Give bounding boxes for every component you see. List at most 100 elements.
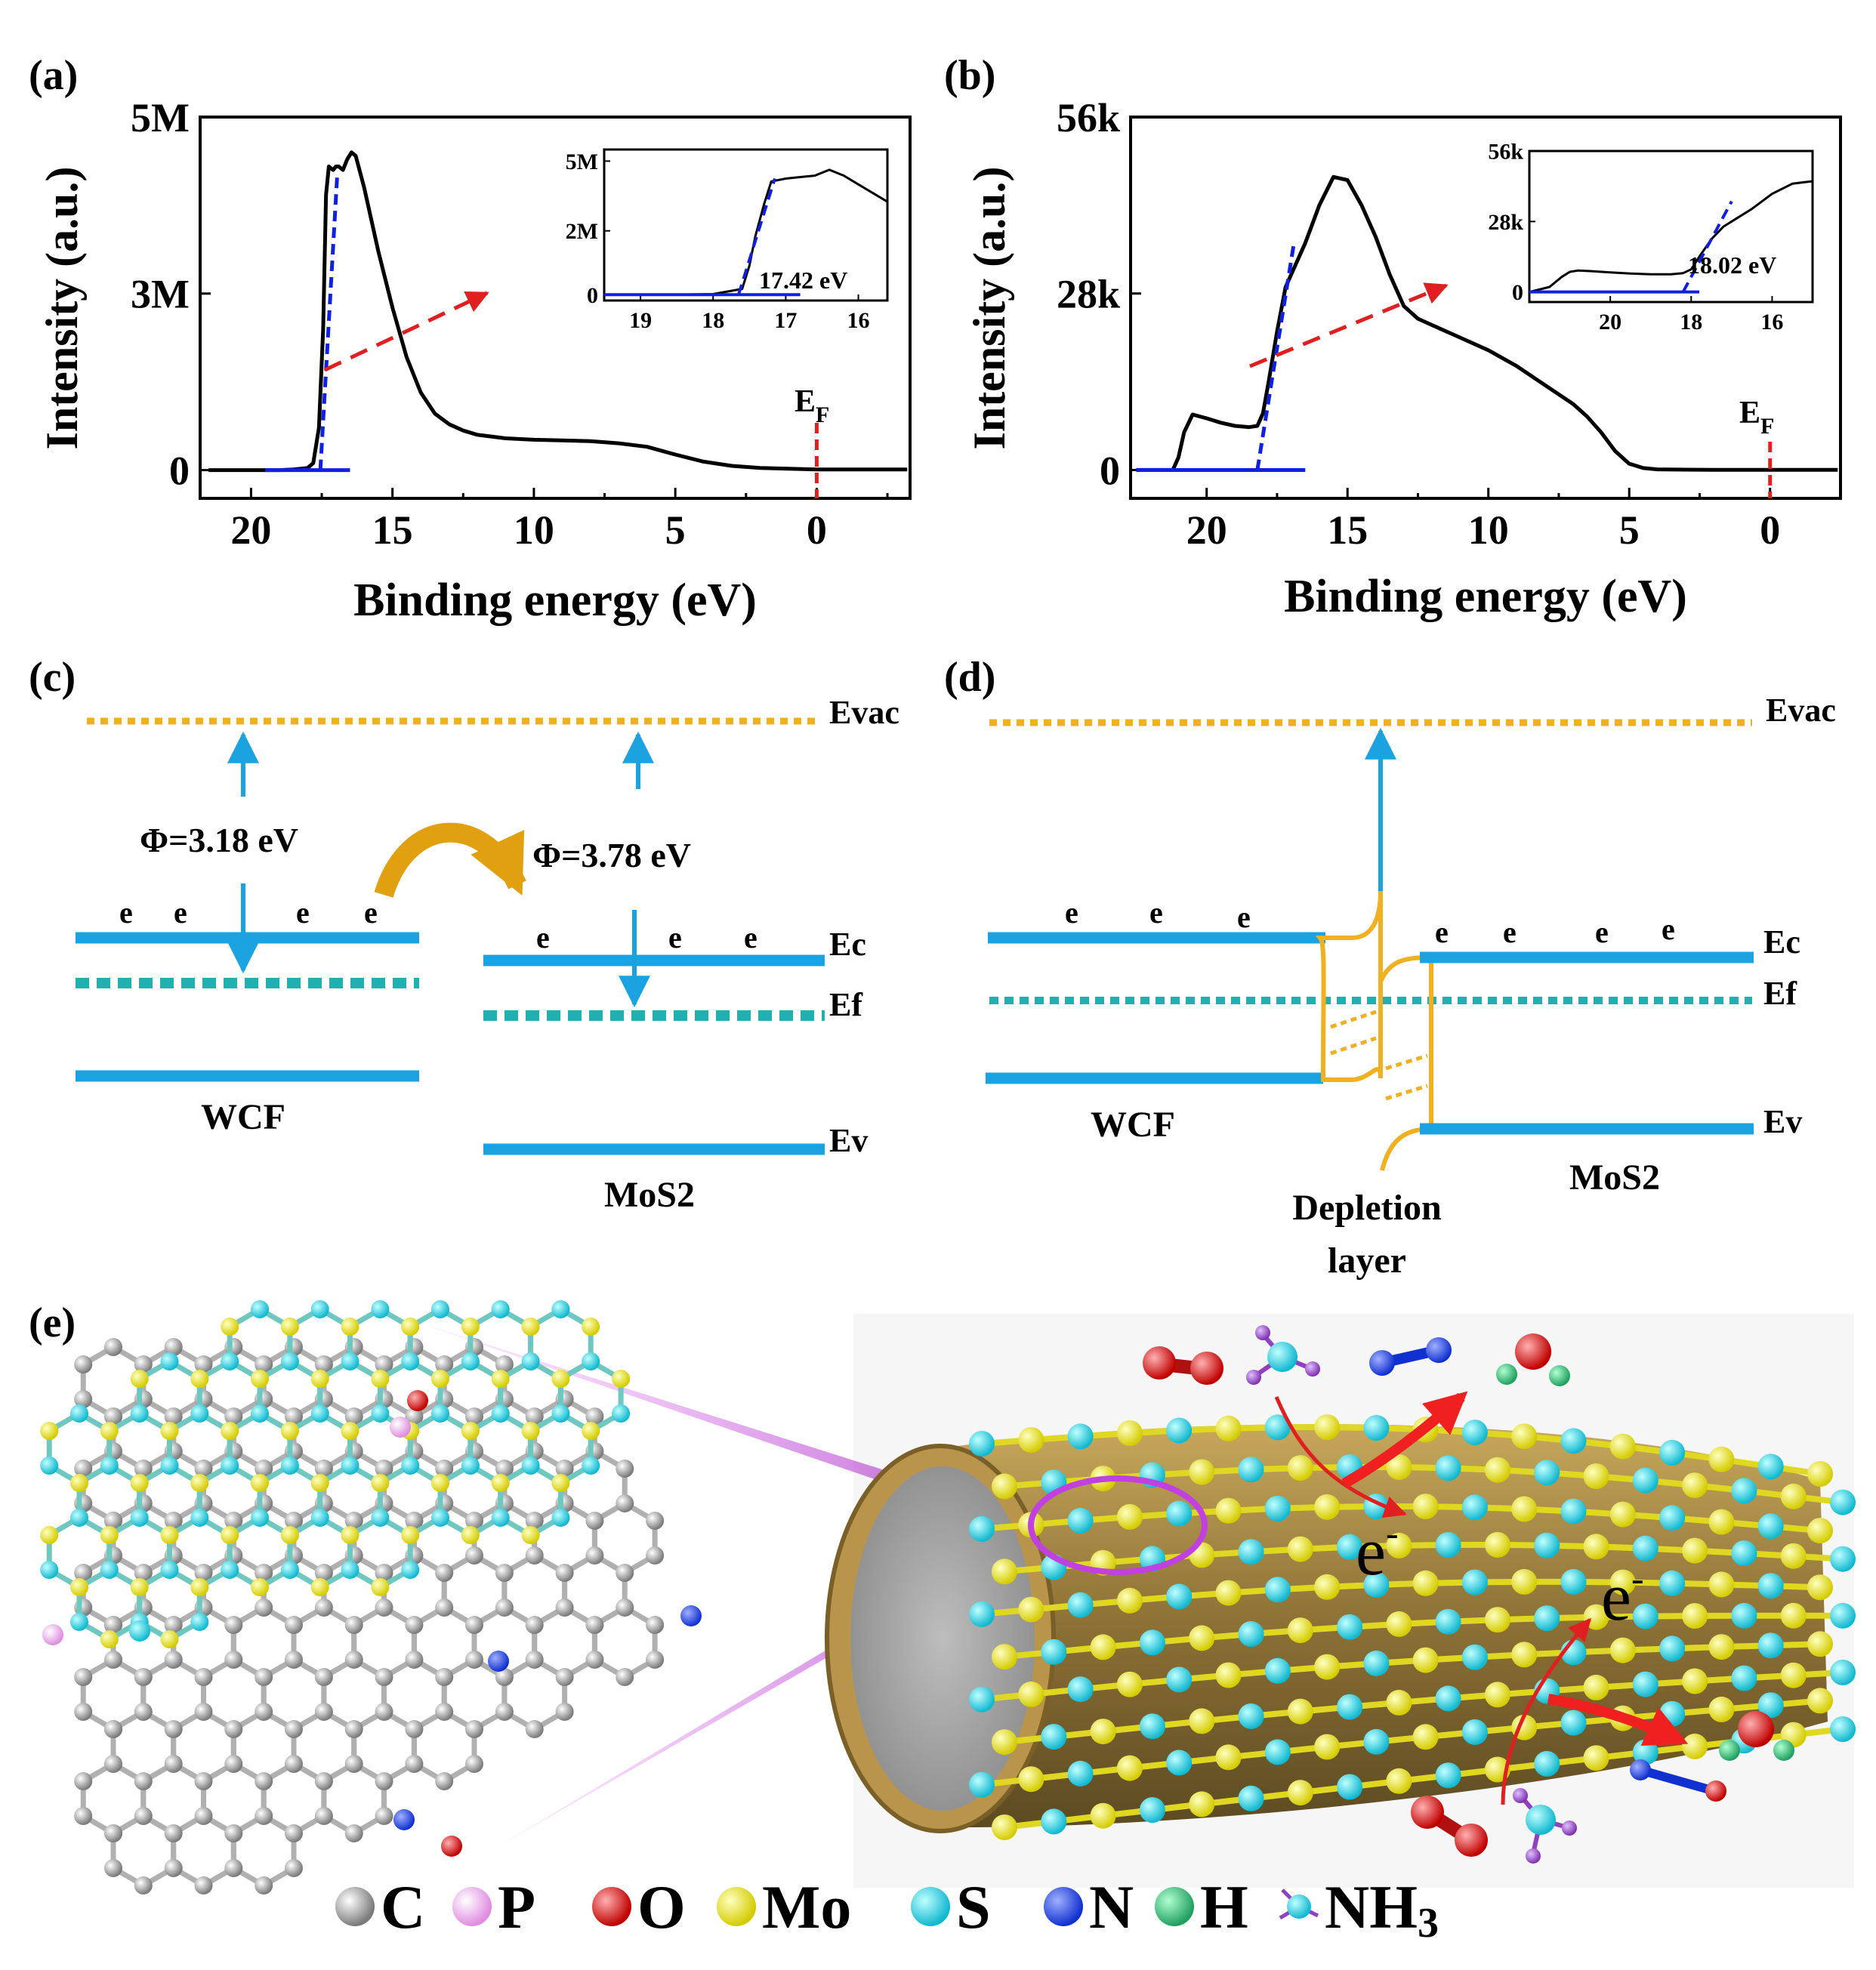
h2o-hydrogen-1b bbox=[1549, 1365, 1570, 1386]
legend-o-label: O bbox=[637, 1873, 686, 1941]
chart-a-fermi-main: E bbox=[795, 384, 816, 419]
carbon-atom bbox=[345, 1824, 363, 1842]
tube-atom bbox=[1781, 1663, 1807, 1688]
tube-atom bbox=[969, 1687, 995, 1713]
tube-atom bbox=[1511, 1642, 1537, 1667]
chart-b-inset-ytick-label-2: 56k bbox=[1488, 140, 1523, 165]
tube-atom bbox=[1584, 1463, 1609, 1489]
mos2-atom bbox=[281, 1352, 299, 1370]
tube-atom bbox=[1511, 1423, 1537, 1449]
tube-atom bbox=[1314, 1654, 1340, 1680]
c-ec-label: Ec bbox=[829, 926, 866, 963]
mos2-atom bbox=[281, 1457, 299, 1475]
mos2-atom bbox=[311, 1404, 329, 1423]
carbon-atom bbox=[616, 1494, 634, 1512]
tube-atom bbox=[1363, 1415, 1389, 1441]
tube-atom bbox=[1682, 1472, 1708, 1498]
carbon-atom bbox=[526, 1616, 544, 1634]
tube-atom bbox=[1189, 1708, 1214, 1734]
tube-atom bbox=[1314, 1574, 1340, 1600]
tube-atom bbox=[1314, 1734, 1340, 1760]
legend-n-icon bbox=[1044, 1887, 1083, 1926]
chart-a-xtick-label-2: 10 bbox=[514, 507, 554, 553]
tube-atom bbox=[1633, 1468, 1658, 1494]
tube-atom bbox=[1363, 1729, 1389, 1755]
legend-h-icon bbox=[1155, 1887, 1194, 1926]
mos2-atom bbox=[612, 1370, 630, 1388]
mos2-atom bbox=[522, 1457, 540, 1475]
tube-atom bbox=[969, 1431, 995, 1457]
legend-o-icon bbox=[592, 1887, 631, 1926]
tube-atom bbox=[1314, 1494, 1340, 1520]
nh3-hydrogen-1b bbox=[1246, 1370, 1261, 1385]
carbon-atom bbox=[165, 1824, 183, 1842]
mos2-atom bbox=[582, 1457, 600, 1475]
mos2-atom bbox=[131, 1404, 149, 1423]
tube-atom bbox=[1511, 1497, 1537, 1522]
mos2-atom bbox=[401, 1352, 419, 1370]
nh3-hydrogen-1a bbox=[1255, 1325, 1270, 1340]
h2o-hydrogen-2b bbox=[1773, 1740, 1794, 1761]
mos2-atom bbox=[100, 1526, 119, 1544]
carbon-ring bbox=[233, 1816, 294, 1885]
mos2-atom bbox=[40, 1422, 58, 1440]
chart-b-xlabel: Binding energy (eV) bbox=[1284, 571, 1687, 622]
carbon-atom bbox=[435, 1703, 453, 1721]
tube-atom bbox=[1288, 1699, 1313, 1725]
c-phi-mos2: Φ=3.78 eV bbox=[532, 836, 691, 874]
tube-atom bbox=[1534, 1460, 1560, 1485]
carbon-atom bbox=[495, 1599, 514, 1617]
tube-atom bbox=[1807, 1574, 1833, 1600]
carbon-atom bbox=[224, 1651, 242, 1669]
tube-atom bbox=[1363, 1651, 1389, 1676]
tube-atom bbox=[1781, 1543, 1807, 1569]
mos2-atom bbox=[492, 1404, 510, 1423]
d-depletion-left bbox=[1320, 891, 1381, 1080]
carbon-atom bbox=[646, 1616, 664, 1634]
chart-a-xtick-label-0: 20 bbox=[230, 507, 271, 553]
carbon-atom bbox=[465, 1616, 483, 1634]
tube-atom bbox=[1239, 1621, 1264, 1647]
phosphorus-atom-2 bbox=[390, 1417, 411, 1438]
electron-label-top-sup: - bbox=[1386, 1512, 1399, 1554]
carbon-atom bbox=[435, 1564, 453, 1582]
carbon-atom bbox=[405, 1651, 423, 1669]
tube-atom bbox=[1659, 1701, 1685, 1727]
carbon-atom bbox=[556, 1668, 574, 1686]
legend-nh3-icon bbox=[1287, 1894, 1311, 1919]
carbon-atom bbox=[285, 1616, 303, 1634]
tube-atom bbox=[1166, 1666, 1192, 1692]
carbon-atom bbox=[285, 1651, 303, 1669]
carbon-atom bbox=[255, 1772, 273, 1790]
carbon-atom bbox=[134, 1876, 153, 1894]
tube-atom bbox=[1436, 1609, 1461, 1635]
tube-atom bbox=[1068, 1423, 1094, 1449]
carbon-atom bbox=[405, 1755, 423, 1773]
tube-atom bbox=[1265, 1496, 1291, 1521]
mos2-atom bbox=[371, 1404, 389, 1423]
tube-atom bbox=[1189, 1460, 1214, 1485]
nh3-nitrogen-1 bbox=[1267, 1342, 1297, 1372]
tube-atom bbox=[1041, 1639, 1066, 1665]
chart-b-fermi-sub: F bbox=[1760, 414, 1774, 439]
carbon-atom bbox=[405, 1616, 423, 1634]
carbon-atom bbox=[585, 1616, 603, 1634]
tube-atom bbox=[969, 1772, 995, 1798]
atomic-lattice bbox=[40, 1300, 702, 1894]
tube-atom bbox=[1830, 1603, 1856, 1629]
legend-h-label: H bbox=[1200, 1873, 1248, 1941]
mos2-atom bbox=[371, 1578, 389, 1596]
h2o-oxygen-1 bbox=[1515, 1333, 1551, 1370]
carbon-atom bbox=[405, 1720, 423, 1738]
legend-n-label: N bbox=[1089, 1873, 1134, 1941]
tube-atom bbox=[1216, 1498, 1242, 1524]
c-evac-label: Evac bbox=[829, 694, 899, 731]
legend-mo-icon bbox=[717, 1887, 756, 1926]
tube-atom bbox=[1682, 1603, 1708, 1629]
carbon-atom bbox=[315, 1807, 333, 1825]
tube-atom bbox=[1731, 1478, 1757, 1503]
mos2-atom bbox=[522, 1352, 540, 1370]
tube-atom bbox=[1758, 1513, 1784, 1539]
tube-atom bbox=[992, 1558, 1017, 1584]
